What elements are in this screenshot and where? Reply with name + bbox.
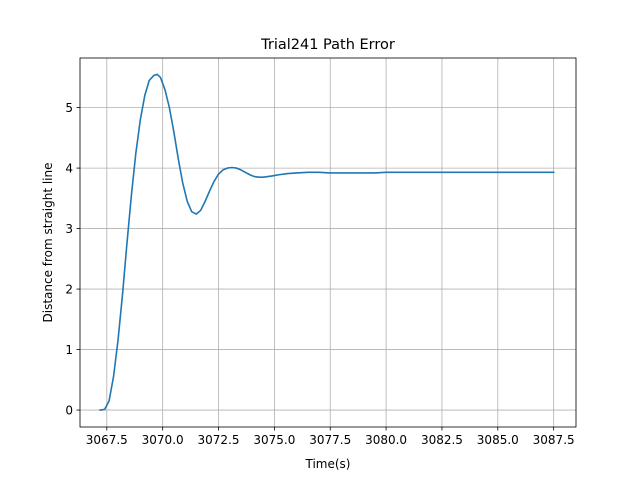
x-tick-label: 3077.5 [309,433,351,447]
y-tick-label: 0 [65,403,73,417]
y-tick-label: 2 [65,282,73,296]
axis-ticks: 3067.5 3070.0 3072.5 3075.0 3077.5 3080.0 3082… [65,101,574,447]
series-line-path-error [99,73,555,411]
x-tick-label: 3070.0 [142,433,184,447]
series-lines [99,73,555,411]
y-tick-label: 1 [65,343,73,357]
x-tick-label: 3082.5 [421,433,463,447]
x-tick-label: 3087.5 [533,433,575,447]
x-tick-label: 3085.0 [477,433,519,447]
x-tick-label: 3067.5 [86,433,128,447]
y-tick-label: 4 [65,161,73,175]
grid-lines [80,58,576,427]
y-tick-label: 5 [65,101,73,115]
x-tick-label: 3072.5 [198,433,240,447]
x-tick-label: 3075.0 [253,433,295,447]
y-tick-label: 3 [65,222,73,236]
chart-title: Trial241 Path Error [260,37,395,53]
x-axis-label: Time(s) [305,457,351,471]
axes-frame [79,57,577,428]
y-axis-label: Distance from straight line [41,162,55,322]
x-tick-label: 3080.0 [365,433,407,447]
plot-area [80,58,576,427]
